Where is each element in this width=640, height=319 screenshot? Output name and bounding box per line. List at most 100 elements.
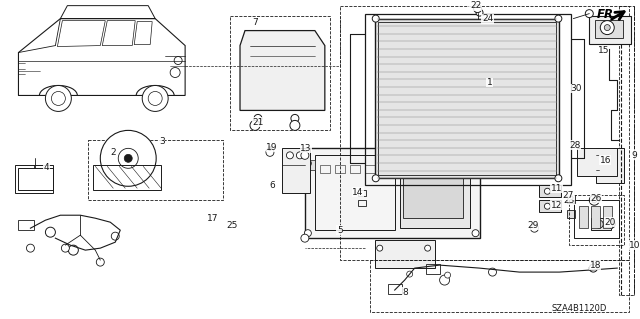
Text: 24: 24 xyxy=(482,14,493,23)
Circle shape xyxy=(111,232,119,240)
Circle shape xyxy=(604,25,611,31)
Circle shape xyxy=(268,146,272,150)
Bar xyxy=(604,206,612,228)
Text: 26: 26 xyxy=(591,194,602,203)
Bar xyxy=(19,168,53,190)
Text: 30: 30 xyxy=(571,84,582,93)
Text: 1: 1 xyxy=(486,78,492,87)
Bar xyxy=(370,260,629,312)
Circle shape xyxy=(607,220,615,228)
Bar xyxy=(400,158,470,228)
Circle shape xyxy=(305,230,312,237)
Circle shape xyxy=(586,10,593,18)
Circle shape xyxy=(406,271,413,277)
Bar xyxy=(403,163,463,218)
Text: 5: 5 xyxy=(337,226,342,235)
Text: SZA4B1120D: SZA4B1120D xyxy=(552,303,607,313)
Bar xyxy=(591,218,611,230)
Text: 13: 13 xyxy=(300,144,312,153)
Text: 21: 21 xyxy=(252,118,264,127)
Bar xyxy=(335,165,345,173)
Polygon shape xyxy=(240,31,325,110)
Bar xyxy=(567,210,575,218)
Text: 7: 7 xyxy=(252,18,258,27)
Circle shape xyxy=(142,85,168,111)
Text: 11: 11 xyxy=(550,184,562,193)
Circle shape xyxy=(372,15,380,22)
Circle shape xyxy=(250,120,260,130)
Bar xyxy=(589,16,631,44)
Bar xyxy=(388,284,402,294)
Circle shape xyxy=(589,264,597,272)
Circle shape xyxy=(148,92,162,106)
Text: 12: 12 xyxy=(550,201,562,210)
Circle shape xyxy=(266,148,274,156)
Text: 22: 22 xyxy=(470,1,481,10)
Bar xyxy=(599,165,611,173)
Circle shape xyxy=(555,175,562,182)
Bar xyxy=(596,148,624,183)
Bar xyxy=(358,200,365,206)
Circle shape xyxy=(254,115,262,122)
Circle shape xyxy=(45,227,56,237)
Bar xyxy=(378,22,556,175)
Text: 19: 19 xyxy=(266,143,278,152)
Bar xyxy=(579,206,588,228)
Circle shape xyxy=(51,92,65,106)
Text: 25: 25 xyxy=(227,221,237,230)
Bar xyxy=(88,140,223,200)
Circle shape xyxy=(531,224,538,232)
Bar xyxy=(426,264,440,274)
Text: 4: 4 xyxy=(44,163,49,172)
Circle shape xyxy=(118,148,138,168)
Circle shape xyxy=(61,244,69,252)
Bar xyxy=(15,165,53,193)
Bar xyxy=(540,200,561,212)
Circle shape xyxy=(174,56,182,64)
Circle shape xyxy=(488,268,497,276)
Text: 23: 23 xyxy=(564,196,575,205)
Circle shape xyxy=(290,120,300,130)
Bar xyxy=(567,195,575,203)
Circle shape xyxy=(100,130,156,186)
Text: 8: 8 xyxy=(403,287,408,297)
Text: 9: 9 xyxy=(631,151,637,160)
Text: 16: 16 xyxy=(600,156,611,165)
Text: 14: 14 xyxy=(352,188,364,197)
Circle shape xyxy=(445,272,451,278)
Circle shape xyxy=(287,152,293,159)
Bar xyxy=(93,165,161,190)
Bar xyxy=(230,16,330,130)
Bar xyxy=(375,19,559,178)
Bar xyxy=(599,152,611,160)
Bar xyxy=(315,155,395,230)
Text: 20: 20 xyxy=(605,218,616,227)
Circle shape xyxy=(589,195,599,205)
Circle shape xyxy=(555,15,562,22)
Bar xyxy=(310,160,315,170)
Circle shape xyxy=(301,151,309,159)
Circle shape xyxy=(96,258,104,266)
Circle shape xyxy=(301,234,309,242)
Circle shape xyxy=(377,245,383,251)
Bar xyxy=(282,148,310,193)
Bar xyxy=(574,200,620,238)
Bar xyxy=(591,206,600,228)
Circle shape xyxy=(472,160,479,167)
Circle shape xyxy=(124,154,132,162)
Bar xyxy=(540,185,561,197)
Circle shape xyxy=(474,5,481,13)
Bar xyxy=(358,190,365,196)
Circle shape xyxy=(26,244,35,252)
Bar xyxy=(19,220,35,230)
Bar xyxy=(305,148,479,238)
Text: 15: 15 xyxy=(598,46,609,55)
Circle shape xyxy=(476,9,483,16)
Text: 6: 6 xyxy=(269,181,275,190)
Text: FR.: FR. xyxy=(596,8,618,21)
Text: 18: 18 xyxy=(589,261,601,270)
Circle shape xyxy=(545,203,550,209)
Text: 3: 3 xyxy=(159,137,165,146)
Circle shape xyxy=(424,245,431,251)
Circle shape xyxy=(545,188,550,194)
